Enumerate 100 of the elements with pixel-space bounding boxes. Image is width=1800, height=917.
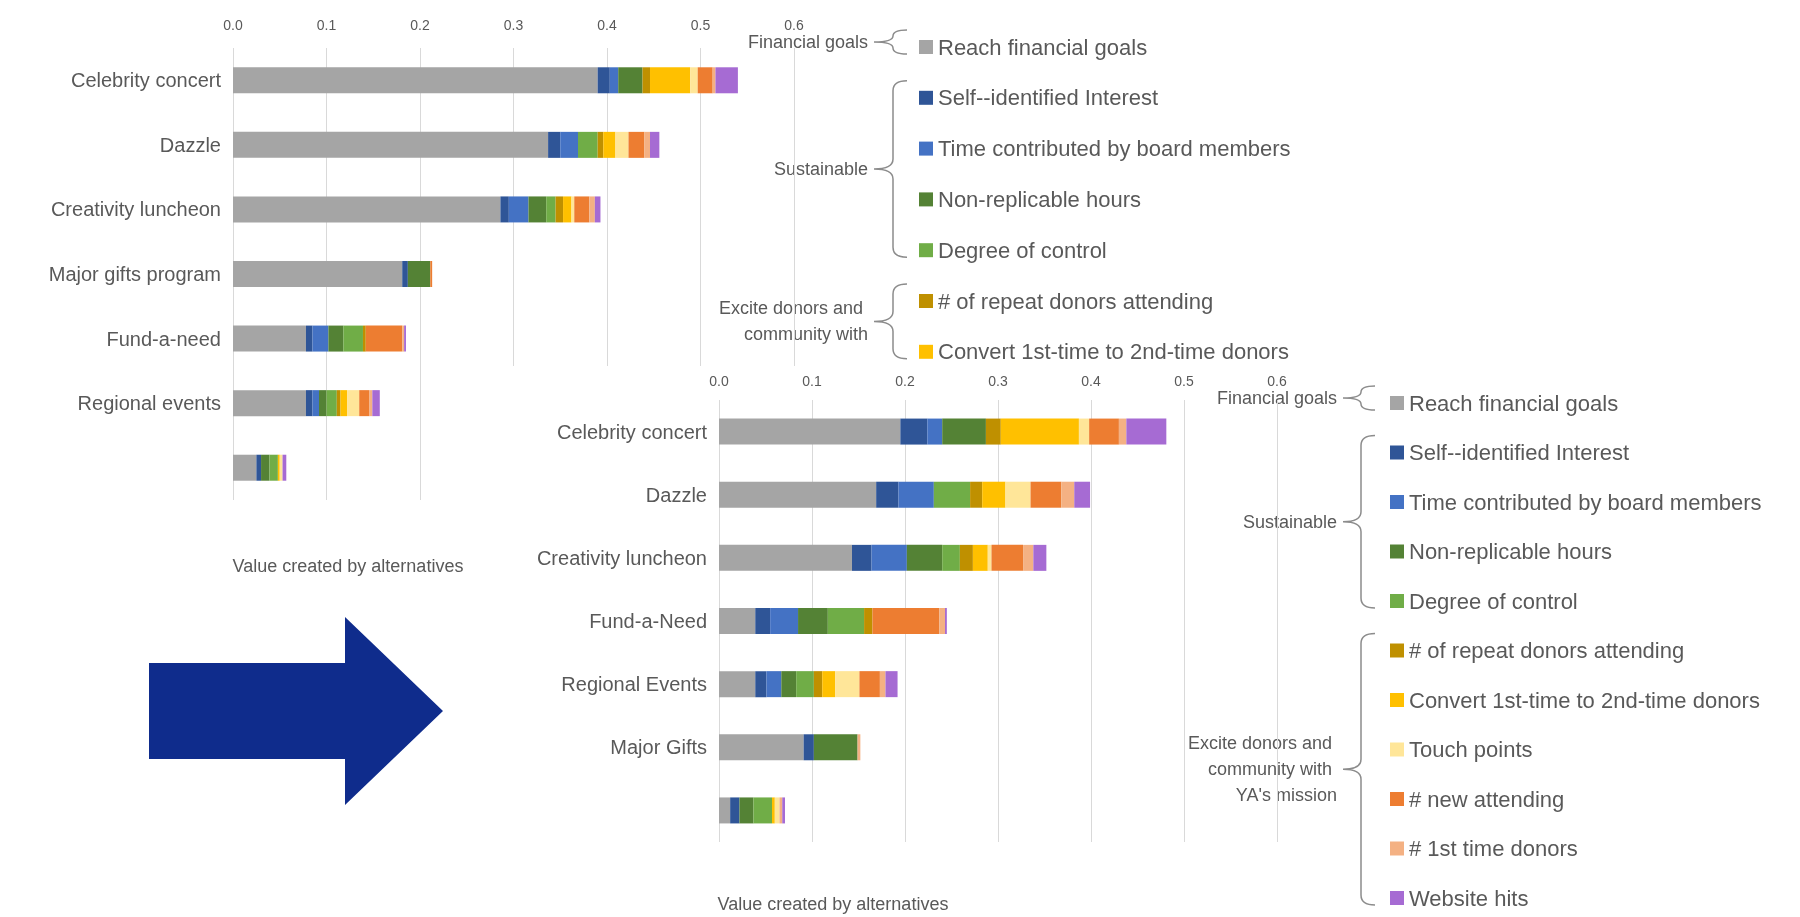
bar <box>972 544 988 571</box>
bar <box>827 608 865 634</box>
bar <box>739 797 754 824</box>
annotation: Excite donors and community with YA's mission <box>1187 733 1337 806</box>
legend-label: Time contributed by board members <box>1409 489 1762 515</box>
bar <box>402 261 408 287</box>
bar <box>609 67 619 94</box>
bar <box>340 390 348 417</box>
bar <box>1000 418 1079 445</box>
legend-label: Degree of control <box>1409 588 1578 614</box>
bar <box>305 390 313 417</box>
legend-label: # 1st time donors <box>1409 836 1578 861</box>
bar <box>859 671 880 698</box>
legend-label: Convert 1st-time to 2nd-time donors <box>1409 687 1760 713</box>
x-tick-label: 0.2 <box>410 17 430 33</box>
bar <box>578 131 598 158</box>
bar <box>864 608 873 634</box>
bar <box>328 325 344 352</box>
bar <box>898 481 934 508</box>
bar <box>233 196 501 223</box>
bar <box>719 734 804 761</box>
y-tick-label: Fund-a-need <box>106 327 221 350</box>
legend-label: # new attending <box>1409 786 1565 812</box>
bar <box>803 734 814 761</box>
y-tick-label: Creativity luncheon <box>50 198 221 221</box>
bar <box>319 390 327 417</box>
annotation: Excite donors and community with <box>718 298 868 345</box>
x-tick-label: 0.6 <box>1267 373 1287 389</box>
legend-label: Self--identified Interest <box>1409 440 1630 465</box>
annotation: Sustainable <box>773 159 868 179</box>
bar <box>1030 481 1062 508</box>
bar <box>985 418 1001 445</box>
x-tick-label: 0.4 <box>1081 373 1101 389</box>
y-tick-label: Major gifts program <box>48 263 221 285</box>
bar <box>628 131 645 158</box>
x-tick-label: 0.5 <box>1174 373 1194 389</box>
bar <box>690 67 698 94</box>
bar <box>597 67 610 94</box>
x-tick-label: 0.5 <box>690 17 711 33</box>
bar <box>766 671 782 698</box>
x-tick-label: 0.1 <box>802 373 822 389</box>
bar <box>233 261 403 287</box>
bar <box>508 196 529 223</box>
bar <box>233 131 549 158</box>
bar <box>233 454 257 481</box>
bar <box>719 797 731 824</box>
bar <box>1126 418 1167 445</box>
bar <box>1074 481 1091 508</box>
bar <box>933 481 971 508</box>
bar <box>876 481 899 508</box>
x-tick-label: 0.6 <box>784 17 804 33</box>
legend-label: Time contributed by board members <box>938 136 1291 162</box>
bar <box>571 196 575 223</box>
annotation: Financial goals <box>747 32 868 52</box>
bar <box>1005 481 1031 508</box>
y-tick-label: Fund-a-Need <box>589 610 707 632</box>
bar <box>697 67 713 94</box>
legend-label: Degree of control <box>938 237 1107 263</box>
legend-label: # of repeat donors attending <box>938 288 1214 314</box>
bar <box>730 797 740 824</box>
bar <box>555 196 564 223</box>
bar <box>644 131 651 158</box>
legend-label: # of repeat donors attending <box>1409 638 1685 663</box>
bar <box>719 671 756 698</box>
x-axis-title: Value created by alternatives <box>232 556 464 576</box>
bar <box>781 671 797 698</box>
bar <box>719 481 877 508</box>
y-tick-label: Dazzle <box>645 483 707 506</box>
bar <box>528 196 547 223</box>
bar <box>615 131 629 158</box>
legend-label: Self--identified Interest <box>938 85 1159 111</box>
bar <box>312 325 329 352</box>
bar <box>715 67 738 94</box>
bar <box>261 454 270 481</box>
bar <box>563 196 572 223</box>
bar <box>813 734 858 761</box>
bar <box>312 390 320 417</box>
legend-label: Reach financial goals <box>938 34 1148 60</box>
bar <box>991 544 1024 571</box>
bar <box>365 325 403 352</box>
bar <box>970 481 983 508</box>
bar <box>1078 418 1090 445</box>
bar <box>927 418 943 445</box>
bar <box>233 67 598 94</box>
bar <box>336 390 341 417</box>
x-axis-title: Value created by alternatives <box>717 894 949 914</box>
bar <box>939 608 945 634</box>
bar <box>719 418 901 445</box>
bar <box>813 671 823 698</box>
bar <box>872 608 940 634</box>
bar <box>407 261 431 287</box>
bar <box>753 797 773 824</box>
x-tick-label: 0.4 <box>597 17 617 33</box>
bar <box>871 544 907 571</box>
bar <box>942 418 986 445</box>
bar <box>1033 544 1047 571</box>
bar <box>879 671 886 698</box>
y-tick-label: Dazzle <box>159 133 221 156</box>
y-tick-label: Major Gifts <box>610 736 707 759</box>
bar <box>548 131 561 158</box>
